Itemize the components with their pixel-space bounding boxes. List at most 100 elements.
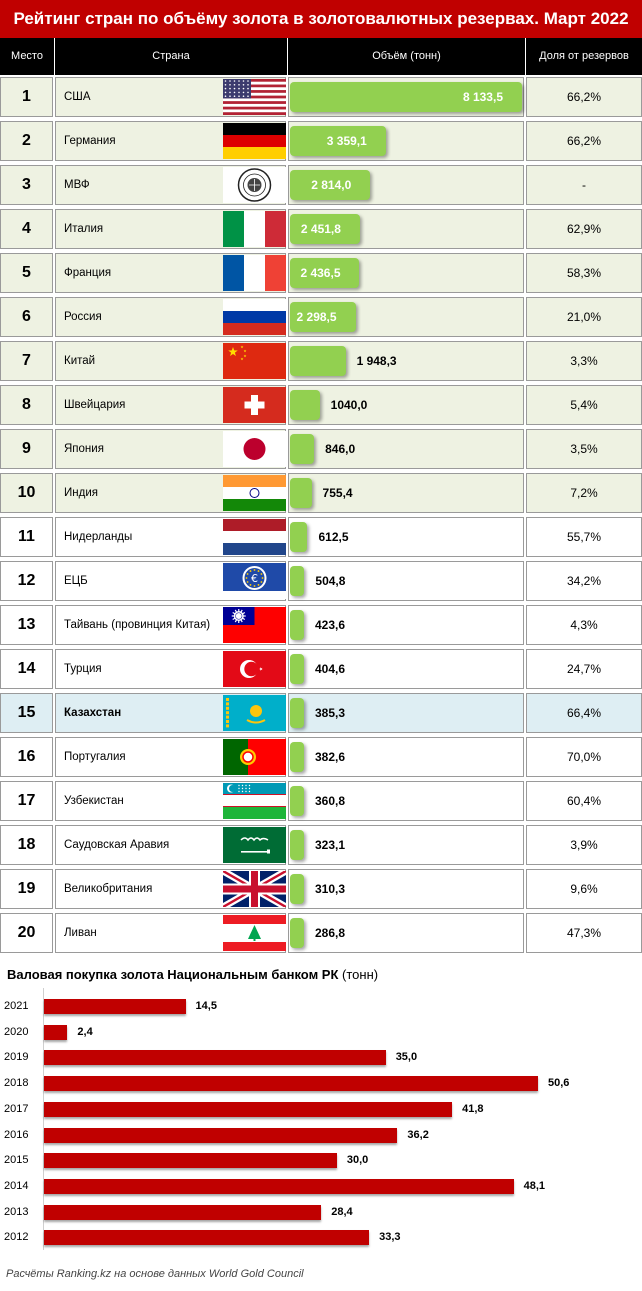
volume-bar [290, 82, 522, 112]
country-name: Япония [64, 443, 104, 455]
purchase-value-label: 33,3 [379, 1231, 401, 1244]
rank-cell: 15 [0, 693, 53, 733]
table-row: 15 Казахстан 385,3 66,4% [0, 691, 642, 735]
share-cell: 9,6% [526, 869, 642, 909]
chart-title: Валовая покупка золота Национальным банк… [7, 967, 379, 982]
table-row: 12 ЕЦБ €504,8 34,2% [0, 559, 642, 603]
table-row: 6 Россия 2 298,5 21,0% [0, 295, 642, 339]
uk-flag-icon [223, 871, 286, 907]
table-row: 14 Турция 404,6 24,7% [0, 647, 642, 691]
netherlands-flag-icon [223, 519, 286, 555]
share-cell: 7,2% [526, 473, 642, 513]
volume-bar [290, 302, 356, 332]
volume-value-label: 1040,0 [330, 398, 368, 412]
volume-value-label: 755,4 [322, 486, 353, 500]
volume-value-label: 423,6 [315, 618, 346, 632]
rank-cell: 14 [0, 649, 53, 689]
volume-bar [290, 126, 386, 156]
share-cell: 66,2% [526, 121, 642, 161]
table-row: 4 Италия 2 451,8 62,9% [0, 207, 642, 251]
volume-cell: 382,6 [288, 737, 524, 777]
country-cell: Италия [55, 209, 286, 249]
country-name: МВФ [64, 179, 90, 191]
table-row: 2 Германия 3 359,1 66,2% [0, 119, 642, 163]
volume-cell: 2 814,0 [288, 165, 524, 205]
switzerland-flag-icon [223, 387, 286, 423]
volume-value-label: 846,0 [325, 442, 356, 456]
rank-cell: 1 [0, 77, 53, 117]
purchase-bar [44, 1101, 453, 1117]
purchase-bar [44, 1153, 337, 1169]
country-cell: Саудовская Аравия [55, 825, 286, 865]
year-tick-label: 2014 [4, 1179, 29, 1192]
share-cell: 3,9% [526, 825, 642, 865]
kazakhstan-flag-icon [223, 695, 286, 731]
rank-cell: 7 [0, 341, 53, 381]
volume-cell: 612,5 [288, 517, 524, 557]
purchase-value-label: 30,0 [346, 1154, 369, 1167]
volume-bar [290, 654, 304, 684]
volume-value-label: 404,6 [315, 662, 346, 676]
purchase-value-label: 35,0 [395, 1051, 418, 1064]
country-cell: Узбекистан [55, 781, 286, 821]
volume-bar [290, 434, 315, 464]
purchase-bar [44, 1230, 370, 1246]
country-cell: Казахстан [55, 693, 286, 733]
purchase-bar [44, 1050, 386, 1066]
volume-value-label: 385,3 [315, 706, 346, 720]
country-cell: Ливан [55, 913, 286, 953]
china-flag-icon [223, 343, 286, 379]
share-cell: 55,7% [526, 517, 642, 557]
volume-cell: 504,8 [288, 561, 524, 601]
table-row: 20 Ливан 286,8 47,3% [0, 911, 642, 955]
country-cell: США [55, 77, 286, 117]
country-cell: Португалия [55, 737, 286, 777]
rank-cell: 3 [0, 165, 53, 205]
country-name: Германия [64, 135, 116, 147]
share-cell: 70,0% [526, 737, 642, 777]
volume-value-label: 2 814,0 [311, 178, 352, 192]
volume-bar [290, 918, 304, 948]
volume-bar [290, 742, 304, 772]
volume-bar [290, 170, 371, 200]
purchase-value-label: 14,5 [195, 1000, 217, 1012]
volume-bar [290, 566, 305, 596]
country-name: Россия [64, 311, 102, 323]
ecb-logo-icon: € [223, 563, 286, 599]
volume-cell: 323,1 [288, 825, 524, 865]
country-name: Узбекистан [64, 795, 124, 807]
volume-cell: 1 948,3 [288, 341, 524, 381]
share-cell: 60,4% [526, 781, 642, 821]
italy-flag-icon [223, 211, 286, 247]
japan-flag-icon [223, 431, 286, 467]
volume-cell: 1040,0 [288, 385, 524, 425]
rank-cell: 4 [0, 209, 53, 249]
share-cell: 5,4% [526, 385, 642, 425]
imf-seal-icon [223, 167, 286, 203]
country-cell: Франция [55, 253, 286, 293]
volume-cell: 286,8 [288, 913, 524, 953]
year-tick-label: 2013 [4, 1205, 29, 1218]
rank-cell: 20 [0, 913, 53, 953]
year-tick-label: 2021 [4, 1000, 29, 1012]
rank-cell: 9 [0, 429, 53, 469]
header-share: Доля от резервов [539, 50, 629, 62]
turkey-flag-icon [223, 651, 286, 687]
purchase-value-label: 36,2 [407, 1128, 429, 1141]
volume-cell: 423,6 [288, 605, 524, 645]
year-tick-label: 2016 [4, 1128, 29, 1141]
share-cell: 66,4% [526, 693, 642, 733]
rank-cell: 2 [0, 121, 53, 161]
country-name: Франция [64, 267, 112, 279]
purchase-value-label: 41,8 [462, 1102, 484, 1115]
country-name: Тайвань (провинция Китая) [64, 619, 211, 631]
volume-cell: 2 298,5 [288, 297, 524, 337]
country-name: Швейцария [64, 399, 126, 411]
russia-flag-icon [223, 299, 286, 335]
share-cell: 24,7% [526, 649, 642, 689]
volume-cell: 8 133,5 [288, 77, 524, 117]
uzbekistan-flag-icon [223, 783, 286, 819]
country-name: Индия [64, 487, 98, 499]
volume-value-label: 360,8 [315, 794, 346, 808]
rank-cell: 10 [0, 473, 53, 513]
